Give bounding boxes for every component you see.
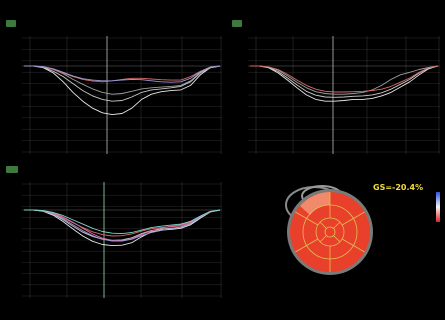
grid — [248, 36, 440, 154]
segment-boundary — [306, 218, 319, 226]
grid — [22, 36, 222, 154]
strain-series-3 — [250, 65, 439, 95]
segment-boundary — [295, 211, 307, 219]
strain-series-6 — [24, 209, 221, 235]
apical-ring — [315, 217, 345, 247]
global-strain-value: GS=-20.4% — [373, 183, 423, 192]
strain-curves — [24, 65, 221, 116]
color-scale-bar — [436, 192, 440, 222]
segment-boundary — [306, 238, 319, 246]
apex-ring — [324, 226, 336, 238]
strain-series-5 — [24, 209, 221, 242]
strain-panel-apical-2ch — [232, 20, 440, 154]
bullseye-plot: GS=-20.4% — [285, 183, 440, 275]
segment-boundary — [341, 238, 354, 246]
view-tag — [6, 166, 18, 173]
strain-series-1 — [24, 209, 221, 247]
strain-series-5 — [24, 65, 221, 83]
strain-panel-apical-4ch — [6, 20, 222, 154]
bullseye-segment-light — [300, 192, 330, 215]
segment-boundary — [333, 221, 341, 229]
segment-boundary — [353, 245, 365, 253]
strain-series-3 — [24, 209, 221, 237]
segment-boundary — [341, 218, 354, 226]
strain-series-2 — [24, 65, 221, 102]
segment-boundary — [353, 211, 365, 219]
mid-ring — [302, 204, 358, 260]
segment-boundary — [319, 221, 327, 229]
strain-series-1 — [24, 65, 221, 116]
strain-series-4 — [24, 65, 221, 83]
segment-boundaries — [295, 192, 365, 272]
strain-curves — [24, 209, 221, 247]
segment-boundary — [319, 235, 327, 243]
strain-curves — [250, 65, 439, 102]
strain-series-1 — [250, 65, 439, 102]
segment-boundary — [333, 235, 341, 243]
view-tag — [6, 20, 16, 27]
strain-panel-apical-lax — [6, 166, 222, 298]
view-tag — [232, 20, 242, 27]
strain-series-4 — [250, 65, 439, 93]
strain-series-2 — [250, 65, 439, 98]
segment-boundary — [295, 245, 307, 253]
